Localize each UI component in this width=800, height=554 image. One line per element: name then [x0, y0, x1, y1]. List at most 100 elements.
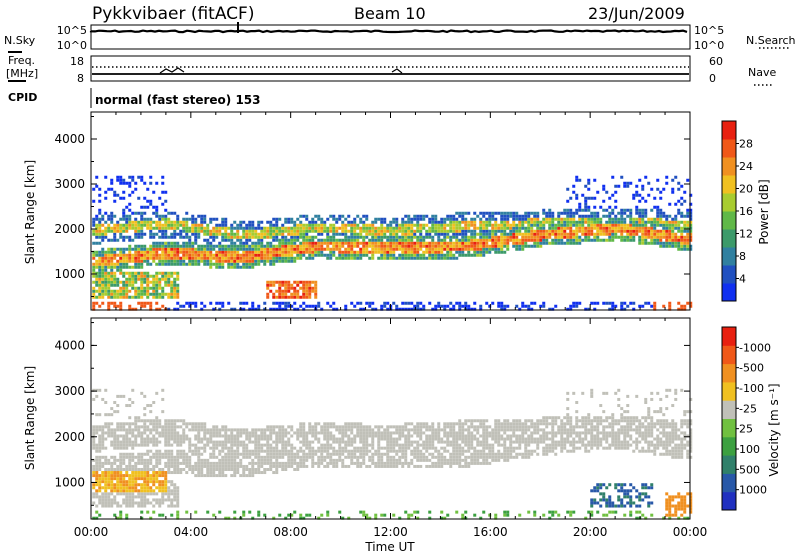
power-cell	[302, 283, 306, 287]
velocity-cell	[134, 495, 138, 499]
power-cell	[422, 256, 426, 260]
power-cell	[158, 295, 162, 299]
velocity-cell	[164, 489, 168, 493]
power-cell	[686, 244, 690, 248]
velocity-cell	[365, 440, 369, 444]
velocity-cell	[95, 471, 99, 475]
power-cell	[365, 250, 369, 254]
power-cell	[422, 238, 426, 242]
velocity-cell	[137, 458, 141, 462]
power-cell	[584, 208, 588, 212]
velocity-cell	[161, 397, 165, 401]
power-cell	[455, 229, 459, 233]
power-cell	[503, 238, 507, 242]
velocity-cell	[398, 434, 402, 438]
power-cell	[488, 211, 492, 215]
power-cell	[632, 226, 636, 230]
power-cell	[680, 196, 684, 200]
power-cell	[248, 223, 252, 227]
power-cell	[548, 214, 552, 218]
power-cell	[131, 226, 135, 230]
power-cell	[128, 277, 132, 281]
power-cell	[410, 229, 414, 233]
velocity-cell	[209, 434, 213, 438]
power-cell	[98, 259, 102, 263]
power-cell	[191, 259, 195, 263]
velocity-cell	[356, 455, 360, 459]
power-cell	[632, 229, 636, 233]
power-cell	[278, 289, 282, 293]
velocity-cell	[380, 434, 384, 438]
power-cell	[419, 241, 423, 245]
power-cell	[677, 220, 681, 224]
power-cell	[245, 256, 249, 260]
velocity-cell	[206, 471, 210, 475]
velocity-cell	[188, 461, 192, 465]
velocity-cell	[362, 428, 366, 432]
velocity-cell	[107, 495, 111, 499]
power-cell	[128, 256, 132, 260]
power-cell	[359, 307, 363, 311]
power-cell	[191, 244, 195, 248]
velocity-cell	[176, 498, 180, 502]
power-cell	[401, 253, 405, 257]
power-cell	[419, 214, 423, 218]
velocity-cell	[191, 443, 195, 447]
power-cell	[335, 244, 339, 248]
power-cell	[260, 247, 264, 251]
power-cell	[344, 229, 348, 233]
power-cell	[386, 226, 390, 230]
velocity-cell	[302, 440, 306, 444]
velocity-cell	[107, 492, 111, 496]
velocity-cell	[158, 504, 162, 508]
velocity-cell	[98, 483, 102, 487]
power-cell	[689, 223, 693, 227]
power-cell	[371, 247, 375, 251]
power-cell	[134, 307, 138, 311]
velocity-cell	[401, 461, 405, 465]
velocity-cell	[275, 446, 279, 450]
power-cell	[110, 211, 114, 215]
velocity-cell	[419, 434, 423, 438]
velocity-cell	[92, 431, 96, 435]
velocity-cell	[236, 464, 240, 468]
power-cell	[131, 175, 135, 179]
power-cell	[227, 244, 231, 248]
velocity-cell	[371, 428, 375, 432]
velocity-cell	[377, 464, 381, 468]
velocity-cell	[161, 474, 165, 478]
power-cell	[152, 289, 156, 293]
power-cell	[221, 301, 225, 305]
power-cell	[560, 223, 564, 227]
power-cell	[536, 238, 540, 242]
power-cell	[251, 241, 255, 245]
velocity-cell	[95, 388, 99, 392]
power-cell	[557, 226, 561, 230]
power-cell	[140, 301, 144, 305]
power-cell	[599, 217, 603, 221]
velocity-cell	[215, 455, 219, 459]
power-cell	[560, 238, 564, 242]
power-cell	[146, 205, 150, 209]
velocity-cell	[269, 464, 273, 468]
velocity-cell	[206, 464, 210, 468]
power-cell	[197, 256, 201, 260]
power-cell	[539, 304, 543, 308]
power-cell	[416, 247, 420, 251]
power-cell	[143, 205, 147, 209]
power-cell	[197, 259, 201, 263]
power-cell	[155, 211, 159, 215]
velocity-cell	[326, 513, 330, 517]
velocity-cell	[263, 449, 267, 453]
power-cell	[263, 226, 267, 230]
power-cell	[428, 253, 432, 257]
power-cell	[440, 226, 444, 230]
velocity-cell	[407, 434, 411, 438]
power-cell	[173, 262, 177, 266]
power-cell	[161, 295, 165, 299]
velocity-cell	[107, 422, 111, 426]
power-cell	[104, 196, 108, 200]
power-cell	[278, 229, 282, 233]
power-cell	[314, 244, 318, 248]
power-cell	[389, 253, 393, 257]
